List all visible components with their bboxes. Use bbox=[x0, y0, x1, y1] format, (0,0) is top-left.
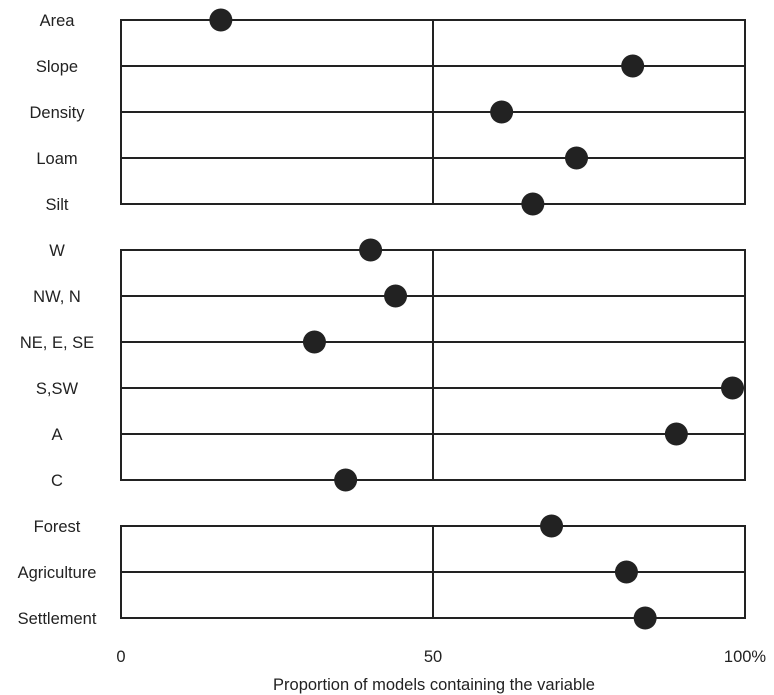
data-point bbox=[521, 192, 545, 216]
data-point bbox=[664, 422, 688, 446]
data-point bbox=[540, 514, 564, 538]
category-label: Loam bbox=[36, 150, 77, 168]
data-point bbox=[490, 100, 514, 124]
category-label: Agriculture bbox=[18, 564, 97, 582]
category-label: Density bbox=[29, 104, 85, 122]
data-point bbox=[334, 468, 358, 492]
data-point bbox=[565, 146, 589, 170]
category-labels: Area Slope Density Loam Silt W NW, N NE, E, SE S… bbox=[18, 12, 97, 628]
category-label: NE, E, SE bbox=[20, 334, 94, 352]
x-axis-ticks: 0 50 100% bbox=[116, 648, 766, 666]
category-label: Area bbox=[40, 12, 76, 30]
data-point bbox=[621, 54, 645, 78]
data-point bbox=[721, 376, 745, 400]
category-label: C bbox=[51, 472, 63, 490]
x-tick-label: 0 bbox=[116, 648, 125, 666]
category-label: NW, N bbox=[33, 288, 81, 306]
data-points bbox=[209, 8, 745, 630]
category-label: Forest bbox=[34, 518, 81, 536]
data-point bbox=[384, 284, 408, 308]
x-axis-title: Proportion of models containing the vari… bbox=[273, 676, 595, 694]
category-label: Silt bbox=[46, 196, 69, 214]
data-point bbox=[614, 560, 638, 584]
data-point bbox=[302, 330, 326, 354]
data-point bbox=[633, 606, 657, 630]
data-point bbox=[359, 238, 383, 262]
category-label: S,SW bbox=[36, 380, 79, 398]
category-label: A bbox=[51, 426, 62, 444]
category-label: Slope bbox=[36, 58, 78, 76]
chart-panels bbox=[120, 19, 746, 619]
category-label: Settlement bbox=[18, 610, 97, 628]
category-label: W bbox=[49, 242, 65, 260]
data-point bbox=[209, 8, 233, 32]
x-tick-label: 100% bbox=[724, 648, 767, 666]
x-tick-label: 50 bbox=[424, 648, 442, 666]
